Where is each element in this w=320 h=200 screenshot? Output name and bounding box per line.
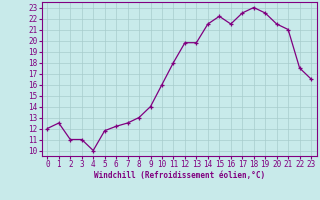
X-axis label: Windchill (Refroidissement éolien,°C): Windchill (Refroidissement éolien,°C): [94, 171, 265, 180]
